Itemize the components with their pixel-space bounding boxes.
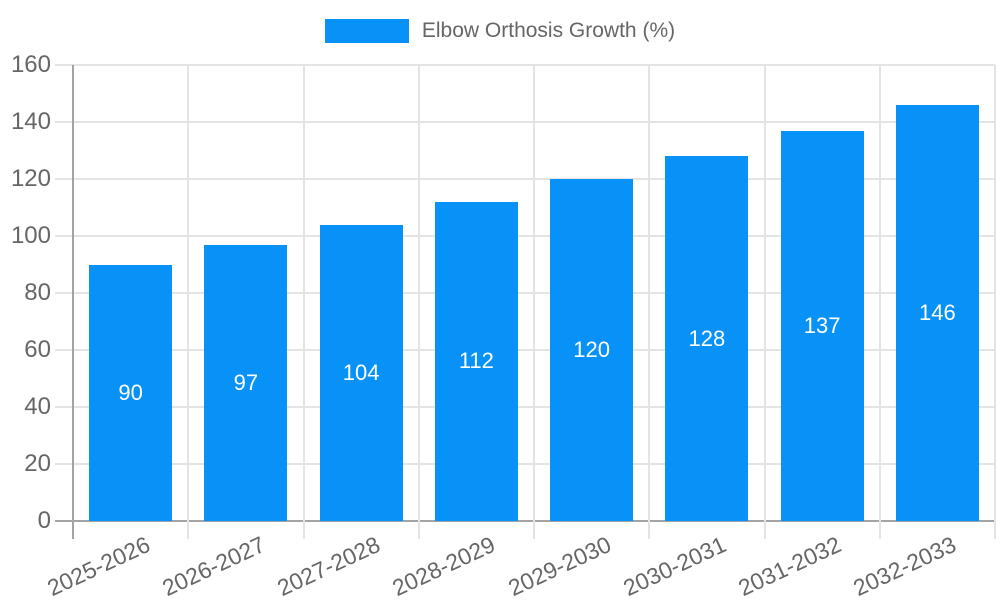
bar: 90 xyxy=(89,264,173,521)
bar-value-label: 128 xyxy=(688,325,726,351)
h-gridline xyxy=(55,292,995,294)
x-tick-label: 2025-2026 xyxy=(42,531,154,600)
y-tick-label: 80 xyxy=(24,279,51,306)
bar: 120 xyxy=(550,179,634,521)
h-gridline xyxy=(55,178,995,180)
x-tick-label: 2027-2028 xyxy=(273,531,385,600)
y-tick-label: 160 xyxy=(10,51,51,78)
bar-value-label: 137 xyxy=(803,312,841,338)
y-tick-label: 120 xyxy=(10,165,51,192)
x-axis-line xyxy=(55,520,995,522)
h-gridline xyxy=(55,121,995,123)
y-tick-label: 140 xyxy=(10,108,51,135)
x-tick-label: 2031-2032 xyxy=(734,531,846,600)
legend-label: Elbow Orthosis Growth (%) xyxy=(421,19,676,42)
bar: 112 xyxy=(434,201,518,521)
v-gridline xyxy=(417,65,420,539)
bar: 146 xyxy=(895,104,979,521)
bar: 104 xyxy=(319,224,403,521)
y-tick-label: 0 xyxy=(37,507,51,534)
legend: Elbow Orthosis Growth (%) xyxy=(0,19,1000,43)
x-tick-label: 2032-2033 xyxy=(849,531,961,600)
y-tick-label: 60 xyxy=(24,336,51,363)
bar: 137 xyxy=(780,130,864,521)
v-gridline xyxy=(878,65,881,539)
v-gridline xyxy=(302,65,305,539)
h-gridline xyxy=(55,64,995,66)
x-tick-label: 2030-2031 xyxy=(619,531,730,600)
bar: 97 xyxy=(204,244,288,521)
h-gridline xyxy=(55,235,995,237)
bar-value-label: 120 xyxy=(573,337,610,362)
x-tick-label: 2028-2029 xyxy=(388,531,500,600)
bar-value-label: 104 xyxy=(342,359,380,385)
v-gridline xyxy=(763,65,766,539)
y-axis-line xyxy=(72,65,74,539)
y-tick-label: 100 xyxy=(10,222,51,249)
bar-value-label: 112 xyxy=(458,348,494,374)
legend-swatch xyxy=(324,19,409,43)
y-tick-label: 20 xyxy=(24,450,51,477)
bar-value-label: 146 xyxy=(919,299,956,325)
v-gridline xyxy=(187,65,190,539)
v-gridline xyxy=(994,65,996,539)
h-gridline xyxy=(55,406,995,408)
x-tick-label: 2026-2027 xyxy=(158,531,269,600)
bar: 128 xyxy=(665,156,749,521)
v-gridline xyxy=(533,65,535,539)
h-gridline xyxy=(55,463,995,465)
h-gridline xyxy=(55,349,995,351)
v-gridline xyxy=(648,65,651,539)
bar-value-label: 97 xyxy=(233,369,259,395)
x-tick-label: 2029-2030 xyxy=(503,531,615,600)
y-tick-label: 40 xyxy=(24,393,51,420)
bar-value-label: 90 xyxy=(118,379,143,405)
